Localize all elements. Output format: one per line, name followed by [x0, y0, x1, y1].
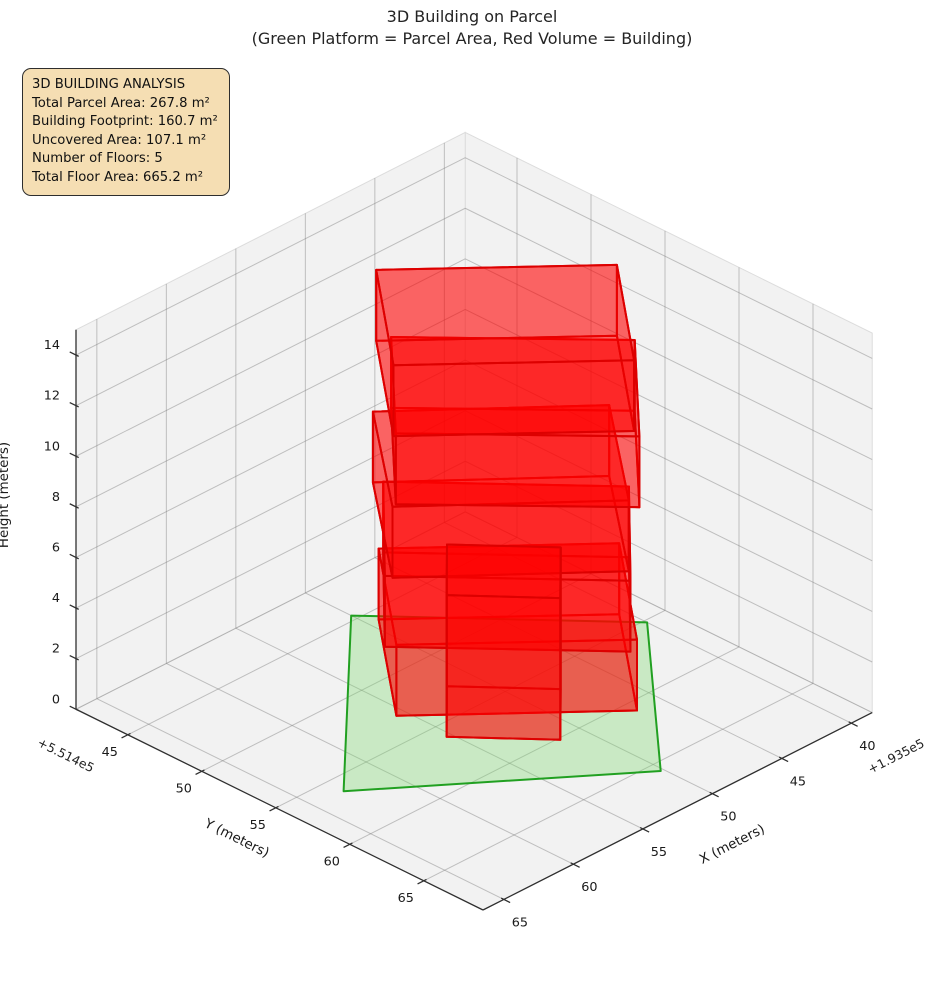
z-tick-label: 4 — [52, 591, 60, 606]
chart-title-line2: (Green Platform = Parcel Area, Red Volum… — [251, 29, 693, 48]
axis-tick-labels: 40 45 50 55 60 65 45 50 55 60 65 0 2 4 6 8 10 12 14 — [44, 338, 876, 930]
chart-title: 3D Building on Parcel (Green Platform = … — [0, 6, 944, 50]
x-tick-label: 65 — [512, 915, 528, 930]
axes-panes — [74, 131, 874, 911]
y-tick-label: 65 — [398, 891, 414, 906]
y-tick-label: 45 — [102, 745, 118, 760]
y-axis-offset-text: +5.514e5 — [35, 735, 97, 776]
chart-title-line1: 3D Building on Parcel — [386, 7, 558, 26]
y-tick-label: 60 — [324, 854, 340, 869]
x-axis-label: X (meters) — [697, 822, 767, 868]
building-volume — [371, 263, 641, 741]
x-tick-label: 40 — [859, 739, 875, 754]
z-tick-label: 2 — [52, 642, 60, 657]
axis-ticks — [69, 351, 858, 904]
z-tick-label: 0 — [52, 692, 60, 707]
info-line-heading: 3D BUILDING ANALYSIS — [32, 77, 186, 92]
z-tick-label: 12 — [44, 389, 60, 404]
building-floor-1-near-wall — [395, 638, 638, 717]
building-floor-4-near-wall — [394, 432, 641, 509]
building-annex-top-face — [445, 543, 562, 600]
info-line-floor-area: Total Floor Area: 665.2 m² — [32, 169, 204, 185]
y-tick-label: 50 — [176, 781, 192, 796]
z-axis-label: Height (meters) — [0, 442, 12, 548]
parcel-platform — [342, 614, 662, 793]
z-tick-label: 10 — [44, 439, 60, 454]
info-line-floors: Number of Floors: 5 — [32, 151, 163, 166]
info-line-uncovered: Uncovered Area: 107.1 m² — [32, 132, 207, 148]
x-tick-label: 45 — [790, 774, 806, 789]
info-line-parcel-area: Total Parcel Area: 267.8 m² — [32, 95, 210, 111]
building-floor-5-top-face — [375, 263, 636, 367]
z-tick-label: 6 — [52, 540, 60, 555]
y-tick-label: 55 — [250, 818, 266, 833]
analysis-info-box: 3D BUILDING ANALYSIS Total Parcel Area: … — [22, 68, 230, 196]
x-tick-label: 55 — [651, 845, 667, 860]
building-floor-3-near-wall — [391, 499, 630, 579]
axis-spines — [75, 329, 873, 911]
info-line-footprint: Building Footprint: 160.7 m² — [32, 114, 218, 129]
building-floor-5-near-wall — [392, 359, 636, 438]
grid-lines — [75, 142, 873, 900]
z-tick-label: 14 — [44, 338, 60, 353]
x-tick-label: 60 — [581, 880, 597, 895]
z-tick-label: 8 — [52, 490, 60, 505]
parcel-polygon — [342, 614, 662, 793]
building-annex-near-wall — [445, 594, 562, 741]
x-tick-label: 50 — [720, 810, 736, 825]
